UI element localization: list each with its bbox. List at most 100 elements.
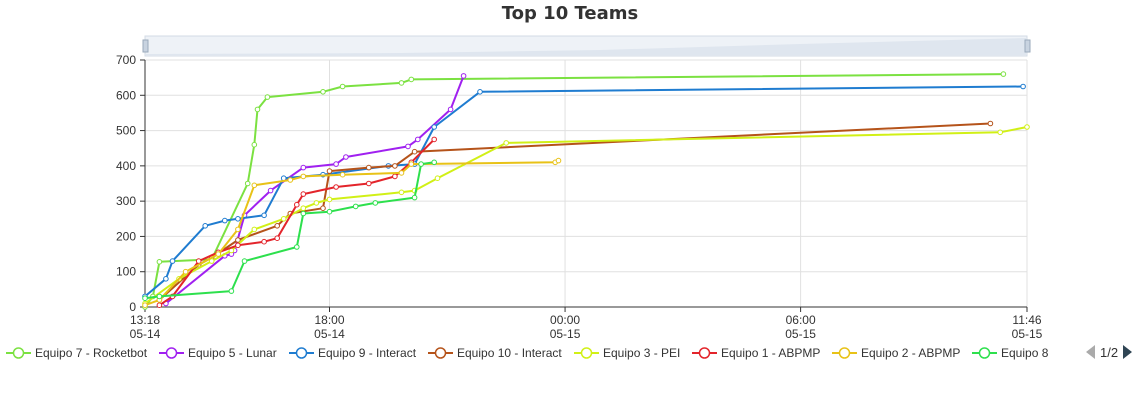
data-point[interactable] bbox=[1020, 83, 1026, 90]
datazoom-handle-left[interactable] bbox=[142, 39, 149, 53]
data-point[interactable] bbox=[280, 216, 287, 222]
data-point[interactable] bbox=[333, 184, 339, 190]
data-point[interactable] bbox=[398, 189, 405, 196]
legend-next-page-icon[interactable] bbox=[1123, 345, 1133, 359]
data-point[interactable] bbox=[326, 168, 333, 174]
data-point[interactable] bbox=[267, 187, 274, 194]
data-point[interactable] bbox=[142, 302, 148, 309]
data-point[interactable] bbox=[261, 238, 267, 245]
data-point[interactable] bbox=[300, 191, 307, 197]
y-tick-label: 200 bbox=[116, 229, 136, 243]
data-point[interactable] bbox=[215, 251, 222, 257]
data-point[interactable] bbox=[222, 217, 228, 224]
data-point[interactable] bbox=[411, 148, 418, 155]
data-point[interactable] bbox=[195, 258, 202, 264]
data-point[interactable] bbox=[142, 295, 148, 302]
data-point[interactable] bbox=[274, 223, 281, 229]
data-point[interactable] bbox=[431, 136, 438, 143]
data-point[interactable] bbox=[156, 302, 163, 309]
data-point[interactable] bbox=[294, 244, 300, 250]
data-point[interactable] bbox=[235, 226, 241, 233]
data-point[interactable] bbox=[169, 258, 176, 264]
data-point[interactable] bbox=[208, 258, 215, 264]
data-point[interactable] bbox=[339, 171, 346, 178]
data-point[interactable] bbox=[333, 161, 339, 167]
data-point[interactable] bbox=[163, 276, 169, 282]
legend-swatch-icon bbox=[6, 346, 31, 360]
data-point[interactable] bbox=[503, 140, 510, 146]
data-point[interactable] bbox=[434, 175, 441, 181]
data-point[interactable] bbox=[398, 170, 405, 176]
data-point[interactable] bbox=[366, 164, 372, 171]
data-point[interactable] bbox=[300, 164, 307, 171]
data-point[interactable] bbox=[431, 159, 438, 166]
legend-item[interactable]: Equipo 9 - Interact bbox=[289, 343, 416, 363]
series-line bbox=[144, 85, 1024, 298]
data-point[interactable] bbox=[339, 83, 346, 90]
datazoom-slider[interactable] bbox=[142, 35, 1031, 57]
data-point[interactable] bbox=[241, 258, 248, 264]
data-point[interactable] bbox=[300, 210, 307, 217]
legend-item[interactable]: Equipo 1 - ABPMP bbox=[692, 343, 820, 363]
data-point[interactable] bbox=[300, 205, 307, 211]
data-point[interactable] bbox=[235, 216, 241, 222]
data-point[interactable] bbox=[343, 154, 349, 160]
legend-swatch-icon bbox=[574, 346, 599, 360]
legend-prev-page-icon[interactable] bbox=[1086, 345, 1095, 359]
data-point[interactable] bbox=[156, 259, 163, 265]
data-point[interactable] bbox=[447, 106, 454, 113]
legend-item[interactable]: Equipo 2 - ABPMP bbox=[832, 343, 960, 363]
datazoom-handle-right[interactable] bbox=[1024, 39, 1031, 53]
data-point[interactable] bbox=[366, 180, 372, 187]
data-point[interactable] bbox=[997, 129, 1004, 136]
legend-item[interactable]: Equipo 3 - PEI bbox=[574, 343, 680, 363]
data-point[interactable] bbox=[300, 173, 307, 180]
data-point[interactable] bbox=[408, 76, 415, 83]
data-point[interactable] bbox=[313, 200, 320, 206]
data-point[interactable] bbox=[411, 194, 418, 201]
data-point[interactable] bbox=[235, 237, 241, 243]
data-point[interactable] bbox=[460, 73, 467, 79]
data-point[interactable] bbox=[287, 177, 294, 183]
data-point[interactable] bbox=[415, 136, 421, 143]
data-point[interactable] bbox=[320, 89, 326, 95]
data-point[interactable] bbox=[244, 180, 251, 187]
data-point[interactable] bbox=[251, 226, 258, 233]
data-point[interactable] bbox=[251, 182, 258, 189]
data-point[interactable] bbox=[320, 205, 326, 211]
data-point[interactable] bbox=[182, 268, 189, 275]
data-point[interactable] bbox=[1024, 124, 1030, 130]
data-point[interactable] bbox=[352, 203, 359, 210]
data-point[interactable] bbox=[228, 288, 235, 294]
legend-item[interactable]: Equipo 8 bbox=[972, 343, 1048, 363]
data-point[interactable] bbox=[156, 293, 163, 300]
data-point[interactable] bbox=[235, 242, 241, 249]
data-point[interactable] bbox=[326, 196, 333, 203]
chart-legend: Equipo 7 - Rocketbot Equipo 5 - Lunar Equi… bbox=[6, 343, 1140, 363]
data-point[interactable] bbox=[372, 200, 379, 206]
x-tick-label-time: 13:18 bbox=[130, 313, 160, 327]
data-point[interactable] bbox=[431, 124, 438, 130]
data-point[interactable] bbox=[418, 161, 424, 167]
legend-item[interactable]: Equipo 5 - Lunar bbox=[159, 343, 277, 363]
data-point[interactable] bbox=[477, 89, 483, 95]
data-point[interactable] bbox=[1000, 71, 1007, 77]
data-point[interactable] bbox=[555, 157, 562, 164]
data-point[interactable] bbox=[261, 212, 267, 219]
data-point[interactable] bbox=[987, 120, 994, 127]
data-point[interactable] bbox=[408, 161, 415, 167]
data-point[interactable] bbox=[274, 235, 281, 241]
legend-item[interactable]: Equipo 7 - Rocketbot bbox=[6, 343, 147, 363]
series-5 bbox=[142, 124, 1030, 307]
data-point[interactable] bbox=[392, 163, 398, 169]
data-point[interactable] bbox=[254, 106, 261, 113]
data-point[interactable] bbox=[294, 201, 300, 208]
data-point[interactable] bbox=[398, 80, 405, 86]
data-point[interactable] bbox=[264, 94, 271, 100]
data-point[interactable] bbox=[326, 208, 333, 215]
data-point[interactable] bbox=[392, 173, 398, 180]
data-point[interactable] bbox=[202, 223, 208, 229]
data-point[interactable] bbox=[251, 141, 258, 148]
legend-item[interactable]: Equipo 10 - Interact bbox=[428, 343, 562, 363]
data-point[interactable] bbox=[405, 143, 411, 150]
